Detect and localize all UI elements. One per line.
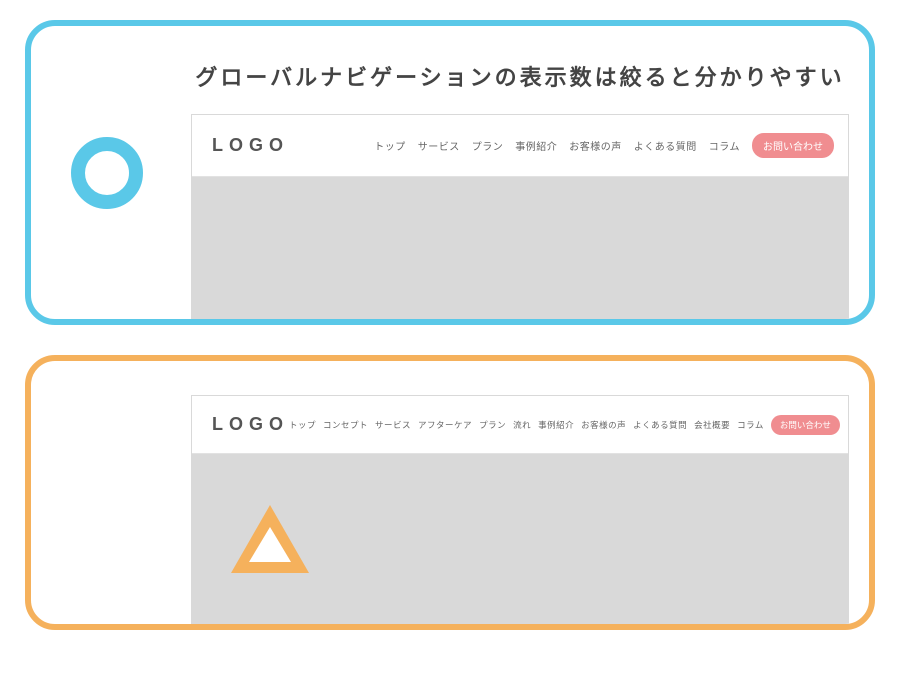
- nav-item[interactable]: お客様の声: [569, 138, 622, 153]
- nav-item[interactable]: トップ: [289, 419, 316, 431]
- nav-item[interactable]: 流れ: [513, 419, 531, 431]
- nav-item[interactable]: サービス: [418, 138, 460, 153]
- nav-item[interactable]: コンセプト: [323, 419, 368, 431]
- global-nav-bad: トップコンセプトサービスアフターケアプラン流れ事例紹介お客様の声よくある質問会社…: [289, 415, 840, 435]
- good-example-panel: グローバルナビゲーションの表示数は絞ると分かりやすい LOGO トップサービスプ…: [25, 20, 875, 325]
- logo-text: LOGO: [212, 414, 289, 435]
- contact-button[interactable]: お問い合わせ: [771, 415, 840, 435]
- nav-item[interactable]: 会社概要: [694, 419, 730, 431]
- nav-item[interactable]: お客様の声: [581, 419, 626, 431]
- bad-example-panel: LOGO トップコンセプトサービスアフターケアプラン流れ事例紹介お客様の声よくあ…: [25, 355, 875, 630]
- nav-item[interactable]: トップ: [374, 138, 406, 153]
- nav-item[interactable]: 事例紹介: [515, 138, 557, 153]
- mock-header: LOGO トップサービスプラン事例紹介お客様の声よくある質問コラムお問い合わせ: [192, 115, 848, 177]
- contact-button[interactable]: お問い合わせ: [752, 133, 834, 158]
- headline: グローバルナビゲーションの表示数は絞ると分かりやすい: [191, 60, 849, 92]
- mock-browser-good: LOGO トップサービスプラン事例紹介お客様の声よくある質問コラムお問い合わせ: [191, 114, 849, 325]
- nav-item[interactable]: プラン: [472, 138, 504, 153]
- mock-body: [192, 177, 848, 325]
- nav-item[interactable]: アフターケア: [418, 419, 472, 431]
- global-nav-good: トップサービスプラン事例紹介お客様の声よくある質問コラムお問い合わせ: [374, 133, 834, 158]
- nav-item[interactable]: よくある質問: [634, 138, 697, 153]
- logo-text: LOGO: [212, 135, 289, 156]
- nav-item[interactable]: コラム: [709, 138, 740, 153]
- nav-item[interactable]: よくある質問: [633, 419, 687, 431]
- nav-item[interactable]: プラン: [479, 419, 506, 431]
- nav-item[interactable]: サービス: [375, 419, 411, 431]
- mock-header: LOGO トップコンセプトサービスアフターケアプラン流れ事例紹介お客様の声よくあ…: [192, 396, 848, 454]
- circle-icon: [71, 137, 143, 209]
- nav-item[interactable]: 事例紹介: [538, 419, 574, 431]
- nav-item[interactable]: コラム: [737, 419, 764, 431]
